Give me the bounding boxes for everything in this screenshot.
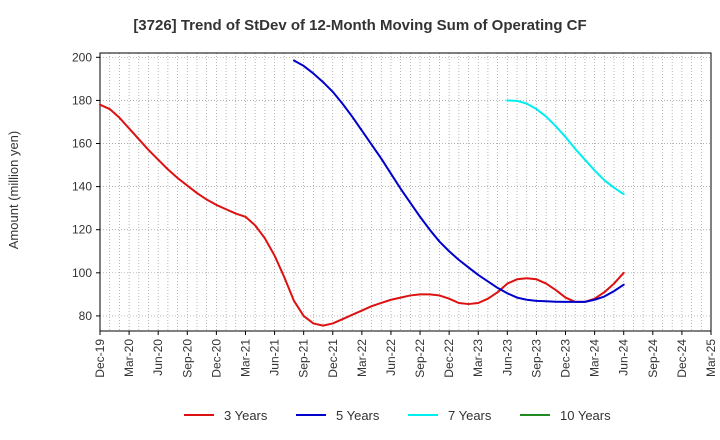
y-axis-label: Amount (million yen) [6, 131, 21, 250]
x-tick-label: Jun-22 [384, 339, 398, 376]
x-tick-label: Mar-24 [588, 339, 602, 377]
x-tick-label: Mar-23 [471, 339, 485, 377]
series-line [292, 59, 625, 303]
x-tick-label: Dec-22 [442, 339, 456, 378]
legend-label: 7 Years [448, 408, 492, 423]
x-tick-label: Dec-24 [675, 339, 689, 378]
x-tick-label: Jun-24 [617, 339, 631, 376]
x-tick-label: Dec-20 [209, 339, 223, 378]
x-tick-label: Dec-21 [326, 339, 340, 378]
x-tick-label: Sep-23 [529, 339, 543, 378]
legend-label: 10 Years [560, 408, 611, 423]
y-tick-label: 160 [72, 137, 92, 151]
grid [99, 53, 712, 331]
y-tick-label: 100 [72, 266, 92, 280]
y-tick-label: 180 [72, 93, 92, 107]
y-axis: 80 100 120 140 160 180 200 [72, 50, 100, 323]
y-tick-label: 200 [72, 50, 92, 64]
legend: 3 Years 5 Years 7 Years 10 Years [184, 408, 611, 423]
series-line [506, 99, 625, 196]
x-axis: Dec-19 Mar-20 Jun-20 Sep-20 Dec-20 Mar-21 Jun-… [93, 331, 718, 378]
x-tick-label: Jun-20 [151, 339, 165, 376]
x-tick-label: Sep-21 [297, 339, 311, 378]
x-tick-label: Sep-24 [646, 339, 660, 378]
x-tick-label: Jun-21 [268, 339, 282, 376]
x-tick-label: Mar-21 [238, 339, 252, 377]
x-tick-label: Jun-23 [500, 339, 514, 376]
series-lines [99, 59, 625, 327]
series-line [99, 103, 625, 327]
x-tick-label: Mar-25 [704, 339, 718, 377]
legend-label: 5 Years [336, 408, 380, 423]
x-tick-label: Dec-23 [559, 339, 573, 378]
x-tick-label: Mar-20 [122, 339, 136, 377]
x-tick-label: Dec-19 [93, 339, 107, 378]
y-tick-label: 140 [72, 180, 92, 194]
y-tick-label: 80 [79, 309, 93, 323]
chart-title: [3726] Trend of StDev of 12-Month Moving… [133, 17, 586, 34]
x-tick-label: Sep-20 [180, 339, 194, 378]
x-tick-label: Sep-22 [413, 339, 427, 378]
y-tick-label: 120 [72, 223, 92, 237]
plot-area [99, 52, 712, 332]
x-tick-label: Mar-22 [355, 339, 369, 377]
legend-label: 3 Years [224, 408, 268, 423]
